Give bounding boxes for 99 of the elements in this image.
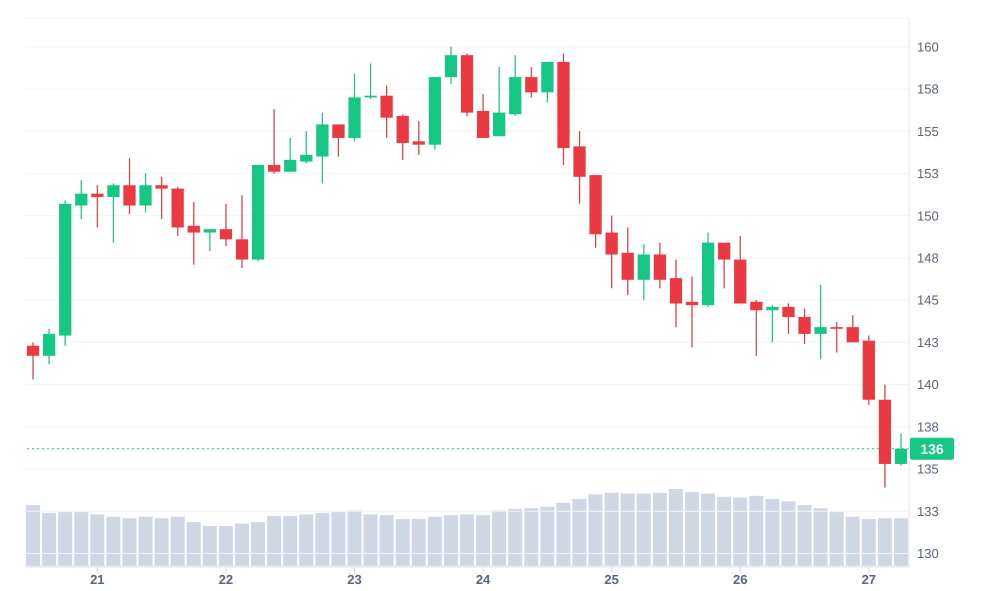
ref-line-label: 136 [920, 440, 944, 457]
bar [572, 499, 586, 566]
y-tick-label: 145 [917, 292, 939, 308]
bar [186, 522, 201, 566]
candlestick [525, 66, 538, 98]
candlestick [332, 124, 345, 158]
y-tick-label: 135 [917, 462, 939, 477]
y-tick-label: 148 [917, 250, 939, 266]
bar [668, 489, 683, 566]
y-tick-label: 138 [917, 419, 939, 434]
bar [684, 492, 699, 566]
bar [797, 505, 812, 566]
bar [412, 519, 426, 566]
bar [202, 526, 217, 566]
bar [154, 518, 169, 566]
bar [106, 516, 120, 566]
bar [540, 506, 554, 566]
bar [170, 516, 185, 566]
candlestick [123, 158, 136, 215]
bar [364, 514, 378, 566]
y-tick-label: 153 [917, 166, 939, 182]
candlestick [107, 182, 120, 244]
bar [26, 505, 40, 566]
bar [652, 492, 667, 566]
candlestick [284, 137, 296, 172]
bar [315, 512, 330, 566]
y-tick-label: 130 [917, 546, 939, 562]
bar [380, 515, 394, 566]
candlestick [718, 242, 730, 289]
bar [814, 508, 828, 566]
y-tick-label: 143 [917, 334, 939, 350]
candlestick [220, 203, 232, 247]
bar [428, 516, 442, 566]
bar [331, 512, 346, 566]
candlestick [188, 202, 200, 266]
bar [444, 515, 458, 566]
candlestick [380, 84, 393, 139]
candlestick [156, 176, 168, 220]
bar [122, 518, 136, 566]
bar [878, 518, 892, 566]
y-tick-label: 160 [917, 39, 939, 54]
candlestick [444, 46, 458, 84]
y-tick-label: 133 [917, 504, 939, 519]
candlestick [236, 194, 248, 269]
candlestick [300, 130, 312, 164]
bar [460, 514, 474, 566]
bar [588, 494, 603, 566]
x-tick-label: 26 [733, 572, 748, 588]
bar [74, 512, 88, 566]
candlestick [139, 172, 152, 213]
bar [620, 494, 635, 566]
bar [283, 516, 298, 566]
bar [138, 516, 153, 566]
candlestick [204, 228, 216, 252]
candlestick [75, 180, 88, 220]
x-tick-label: 23 [347, 572, 362, 588]
bar [749, 496, 764, 566]
candlestick [782, 302, 795, 334]
y-tick-label: 150 [917, 208, 939, 224]
bar [765, 499, 780, 566]
bar [251, 522, 266, 566]
x-tick-label: 27 [862, 572, 876, 588]
y-tick-label: 155 [917, 124, 939, 139]
candlestick [830, 321, 843, 354]
candlestick [846, 314, 859, 343]
candlestick [493, 66, 506, 137]
bar [396, 519, 410, 566]
bar [781, 501, 796, 566]
bar [894, 518, 908, 566]
x-tick-label: 22 [218, 572, 234, 588]
candlestick [606, 215, 618, 289]
bar [524, 508, 538, 566]
bar [508, 509, 522, 566]
bar [42, 512, 56, 566]
candlestick [412, 120, 425, 156]
candlestick [814, 284, 827, 360]
bar [556, 502, 570, 566]
bar [830, 512, 844, 566]
bar [846, 516, 860, 566]
x-tick-label: 21 [90, 572, 105, 588]
bar [58, 512, 72, 566]
candlestick [750, 300, 762, 356]
bar [492, 510, 506, 566]
bar [234, 524, 249, 566]
candlestick [43, 328, 56, 365]
bar [299, 514, 314, 566]
bar [267, 516, 282, 566]
candlestick [91, 184, 104, 228]
x-tick-label: 25 [604, 572, 619, 588]
y-tick-label: 158 [917, 82, 939, 97]
candlestick [26, 342, 40, 380]
x-tick-label: 24 [476, 572, 492, 588]
bar [701, 494, 716, 566]
bar [717, 496, 732, 566]
candlestick [268, 108, 280, 174]
candlestick [364, 63, 377, 100]
y-tick-label: 140 [917, 377, 939, 392]
bar [636, 494, 651, 566]
candlestick [798, 308, 811, 345]
